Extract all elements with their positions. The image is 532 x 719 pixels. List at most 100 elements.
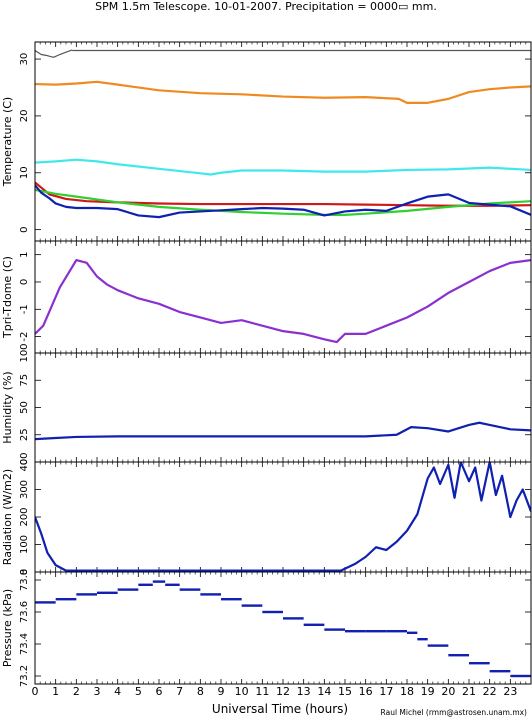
x-tick-label: 11 <box>255 685 269 698</box>
y-axis-label: Humidity (%) <box>1 371 14 443</box>
x-tick-label: 22 <box>483 685 497 698</box>
y-axis-label: Pressure (kPa) <box>1 589 14 667</box>
y-tick-label: 200 <box>19 507 30 526</box>
x-tick-label: 15 <box>338 685 352 698</box>
data-point <box>386 630 407 633</box>
y-tick-label: 50 <box>19 401 30 414</box>
x-tick-label: 13 <box>297 685 311 698</box>
panel-frame <box>34 41 532 242</box>
series-group <box>35 259 531 344</box>
series-line-purple <box>35 259 531 344</box>
panel-frame <box>34 571 532 685</box>
y-tick-label: 100 <box>19 343 30 362</box>
panel-frame <box>34 240 532 354</box>
y-tick-label: 0 <box>19 459 30 465</box>
series-line-blue <box>35 462 531 572</box>
x-tick-label: 18 <box>400 685 414 698</box>
data-point <box>76 593 97 596</box>
y-tick-label: 0 <box>19 569 30 575</box>
data-point <box>179 588 201 591</box>
x-tick-label: 23 <box>503 685 517 698</box>
figure-title: SPM 1.5m Telescope. 10-01-2007. Precipit… <box>95 0 437 13</box>
x-tick-label: 20 <box>441 685 455 698</box>
data-point <box>55 598 77 601</box>
chart-panels: 0 10 20 30 Temperature (C) -2 -1 0 1 Tpri-Tdome (… <box>1 41 532 687</box>
data-point <box>165 583 180 586</box>
x-tick-label: 5 <box>135 685 142 698</box>
y-tick-label: 73.6 <box>19 601 30 623</box>
x-tick-label: 6 <box>156 685 163 698</box>
y-tick-label: 30 <box>19 53 30 66</box>
credit-text: Raul Michel (rmm@astrosen.unam.mx) <box>381 708 528 717</box>
series-line-orange <box>35 80 531 104</box>
data-point <box>283 617 304 620</box>
y-tick-label: 1 <box>19 251 30 257</box>
y-tick-label: 25 <box>19 428 30 441</box>
data-point <box>365 630 387 633</box>
data-point <box>407 631 418 634</box>
data-point <box>345 630 366 633</box>
data-point <box>324 628 345 631</box>
x-tick-label: 8 <box>197 685 204 698</box>
y-tick-label: 300 <box>19 480 30 499</box>
series-group <box>35 421 531 441</box>
y-tick-label: 75 <box>19 374 30 387</box>
data-point <box>152 580 166 583</box>
y-tick-label: 73.2 <box>19 665 30 687</box>
panel-frame <box>34 461 532 573</box>
y-tick-label: 10 <box>19 166 30 179</box>
data-point <box>489 670 511 673</box>
series-group <box>35 49 531 219</box>
data-point <box>221 598 242 601</box>
series-group <box>35 462 531 572</box>
y-tick-label: 100 <box>19 535 30 554</box>
y-tick-label: 20 <box>19 110 30 123</box>
x-tick-label: 1 <box>52 685 59 698</box>
series-line-green <box>35 188 531 216</box>
x-axis: 0 1 2 3 4 5 6 7 8 9 10 11 12 13 14 15 16 17 18 19 20 21 22 23 <box>32 685 518 698</box>
data-point <box>262 610 283 614</box>
x-tick-label: 2 <box>73 685 80 698</box>
series-line-gray <box>35 49 73 58</box>
data-point <box>469 662 490 665</box>
y-tick-label: 400 <box>19 452 30 471</box>
x-tick-label: 16 <box>359 685 373 698</box>
data-point <box>200 593 221 596</box>
data-point <box>241 604 263 607</box>
y-tick-label: 73.4 <box>19 633 30 655</box>
x-tick-label: 14 <box>317 685 331 698</box>
series-line-red <box>35 181 531 207</box>
data-point <box>417 638 428 641</box>
panel-4: 0 100 200 300 400 Radiation (W/m2) <box>1 452 532 575</box>
data-point <box>427 644 449 647</box>
y-tick-label: 0 <box>19 279 30 285</box>
y-tick-label: -1 <box>19 304 30 314</box>
x-tick-label: 10 <box>235 685 249 698</box>
series-line-cyan <box>35 158 531 176</box>
series-group <box>35 580 531 678</box>
series-line-blue <box>35 421 531 441</box>
y-tick-label: 73.8 <box>19 569 30 591</box>
x-tick-label: 3 <box>94 685 101 698</box>
x-tick-label: 7 <box>176 685 183 698</box>
x-tick-label: 9 <box>218 685 225 698</box>
y-axis-label: Tpri-Tdome (C) <box>1 256 14 339</box>
data-point <box>510 674 531 678</box>
data-point <box>303 623 325 626</box>
x-tick-label: 4 <box>114 685 121 698</box>
y-tick-label: -2 <box>19 332 30 342</box>
x-tick-label: 21 <box>462 685 476 698</box>
panel-frame <box>34 352 532 463</box>
panel-2: -2 -1 0 1 Tpri-Tdome (C) <box>1 240 532 354</box>
x-tick-label: 17 <box>379 685 393 698</box>
panel-3: 0 25 50 75 100 Humidity (%) <box>1 343 532 465</box>
x-axis-label: Universal Time (hours) <box>212 702 348 716</box>
data-point <box>97 591 118 594</box>
data-point <box>117 588 139 591</box>
data-point <box>448 654 469 657</box>
y-axis-label: Temperature (C) <box>1 97 14 187</box>
panel-1: 0 10 20 30 Temperature (C) <box>1 41 532 242</box>
x-tick-label: 12 <box>276 685 290 698</box>
x-tick-label: 19 <box>421 685 435 698</box>
